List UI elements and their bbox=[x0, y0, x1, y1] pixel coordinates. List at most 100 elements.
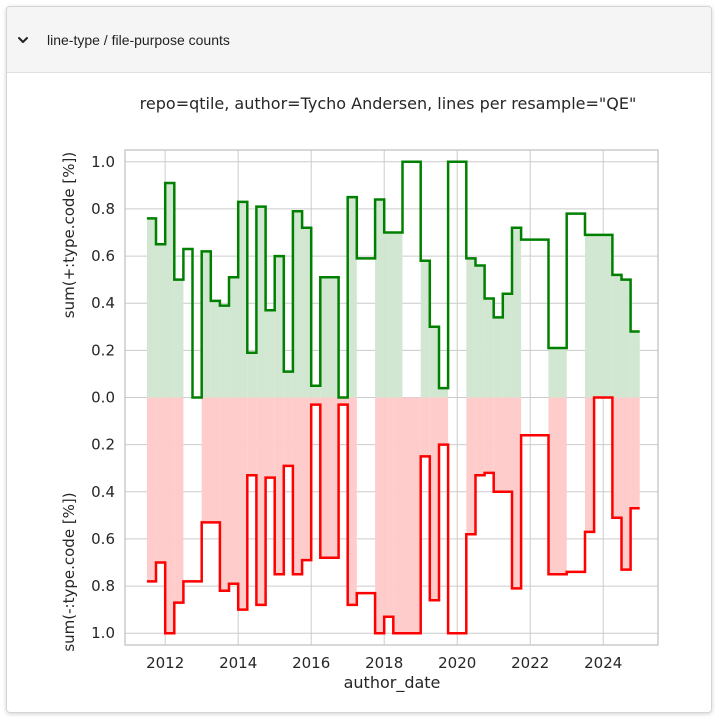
removed-fill-segment bbox=[283, 397, 293, 466]
axes-frame bbox=[124, 149, 659, 646]
removed-fill-segment bbox=[630, 397, 640, 509]
added-fill-segment bbox=[256, 206, 266, 398]
removed-fill-segment bbox=[338, 397, 348, 405]
plot-frame bbox=[124, 149, 659, 646]
chart-panel: line-type / file-purpose counts repo=qti… bbox=[6, 6, 712, 713]
x-tick-label: 2024 bbox=[584, 654, 622, 672]
added-fill-segment bbox=[146, 218, 157, 398]
y-tick-label: 0.0 bbox=[91, 389, 115, 407]
y-axis-label-top: sum(+:type.code [%]) bbox=[60, 152, 78, 318]
added-fill-segment bbox=[320, 277, 339, 398]
added-fill-segment bbox=[229, 277, 239, 398]
added-fill-segment bbox=[420, 260, 430, 398]
x-tick-labels: 2012 2014 2016 2018 2020 2022 2024 bbox=[146, 654, 622, 672]
removed-fill-segment bbox=[493, 397, 512, 492]
area-fills bbox=[146, 183, 640, 634]
removed-fill-segment bbox=[229, 397, 239, 584]
added-fill-segment bbox=[238, 201, 248, 398]
x-tick-label: 2018 bbox=[365, 654, 403, 672]
added-fill-segment bbox=[375, 199, 385, 398]
chevron-down-icon[interactable] bbox=[16, 33, 30, 47]
removed-fill-segment bbox=[265, 397, 275, 478]
removed-fill-segment bbox=[156, 397, 166, 563]
removed-fill-segment bbox=[219, 397, 230, 591]
removed-fill-segment bbox=[247, 397, 257, 476]
removed-fill-segment bbox=[393, 397, 421, 634]
y-tick-label: 0.2 bbox=[91, 341, 115, 359]
removed-fill-segment bbox=[438, 397, 449, 445]
chart-svg: repo=qtile, author=Tycho Andersen, lines… bbox=[60, 94, 659, 693]
x-tick-label: 2016 bbox=[292, 654, 330, 672]
removed-fill-segment bbox=[548, 397, 567, 575]
x-axis-label: author_date bbox=[344, 673, 441, 693]
x-tick-label: 2014 bbox=[219, 654, 257, 672]
added-fill-segment bbox=[292, 211, 303, 398]
series-lines bbox=[146, 160, 640, 635]
removed-fill-segment bbox=[429, 397, 439, 601]
y-tick-label: 0.4 bbox=[91, 483, 115, 501]
added-fill-segment bbox=[311, 385, 321, 398]
added-fill-segment bbox=[466, 258, 476, 398]
y-tick-label: 0.2 bbox=[91, 436, 115, 454]
y-tick-label: 0.8 bbox=[91, 577, 115, 595]
removed-fill-segment bbox=[420, 397, 430, 457]
added-fill-segment bbox=[302, 227, 312, 398]
removed-fill-segment bbox=[256, 397, 266, 605]
removed-fill-segment bbox=[311, 397, 321, 405]
removed-fill-segment bbox=[347, 397, 357, 605]
removed-fill-segment bbox=[201, 397, 220, 523]
removed-fill-segment bbox=[484, 397, 494, 473]
added-fill-segment bbox=[475, 265, 485, 398]
added-fill-segment bbox=[621, 279, 631, 398]
removed-fill-segment bbox=[584, 397, 595, 532]
removed-fill-segment bbox=[292, 397, 303, 575]
added-fill-segment bbox=[584, 234, 613, 398]
added-fill-segment bbox=[630, 331, 640, 398]
removed-fill-segment bbox=[174, 397, 184, 603]
added-fill-segment bbox=[210, 300, 220, 398]
removed-fill-segment bbox=[384, 397, 394, 617]
added-fill-segment bbox=[247, 352, 257, 398]
y-tick-label: 1.0 bbox=[91, 153, 115, 171]
added-fill-segment bbox=[484, 298, 494, 398]
y-tick-label: 0.4 bbox=[91, 294, 115, 312]
added-step-line bbox=[146, 160, 640, 399]
removed-fill-segment bbox=[165, 397, 175, 634]
added-fill-segment bbox=[347, 197, 357, 398]
added-fill-segment bbox=[201, 251, 211, 398]
x-tick-label: 2020 bbox=[438, 654, 476, 672]
removed-fill-segment bbox=[621, 397, 631, 570]
added-fill-segment bbox=[511, 227, 522, 398]
added-fill-segment bbox=[548, 348, 567, 398]
x-tick-label: 2022 bbox=[511, 654, 549, 672]
added-fill-segment bbox=[165, 183, 175, 398]
removed-fill-segment bbox=[612, 397, 622, 518]
y-tick-label: 0.6 bbox=[91, 530, 115, 548]
added-fill-segment bbox=[384, 232, 403, 398]
y-tick-label: 0.8 bbox=[91, 200, 115, 218]
added-fill-segment bbox=[219, 305, 230, 398]
x-tick-label: 2012 bbox=[146, 654, 184, 672]
added-fill-segment bbox=[156, 244, 166, 398]
y-axis-label-bottom: sum(-:type.code [%]) bbox=[60, 492, 78, 651]
added-fill-segment bbox=[274, 256, 284, 398]
added-fill-segment bbox=[174, 279, 184, 398]
removed-fill-segment bbox=[511, 397, 522, 589]
panel-title: line-type / file-purpose counts bbox=[47, 31, 230, 48]
added-fill-segment bbox=[438, 388, 449, 398]
removed-fill-segment bbox=[375, 397, 385, 634]
removed-fill-segment bbox=[146, 397, 157, 582]
panel-header[interactable]: line-type / file-purpose counts bbox=[7, 7, 711, 73]
removed-fill-segment bbox=[320, 397, 339, 558]
removed-fill-segment bbox=[466, 397, 476, 535]
added-fill-segment bbox=[283, 371, 293, 398]
y-tick-labels: 0.0 0.2 0.4 0.6 0.8 1.0 0.2 0.4 0.6 0.8 1.0 bbox=[91, 153, 115, 642]
added-fill-segment bbox=[502, 293, 512, 398]
chart-area: repo=qtile, author=Tycho Andersen, lines… bbox=[7, 73, 711, 712]
chart-title: repo=qtile, author=Tycho Andersen, lines… bbox=[140, 94, 637, 113]
added-fill-segment bbox=[265, 310, 275, 398]
removed-step-line bbox=[146, 396, 640, 635]
y-tick-label: 1.0 bbox=[91, 624, 115, 642]
y-tick-label: 0.6 bbox=[91, 247, 115, 265]
added-fill-segment bbox=[429, 326, 439, 398]
